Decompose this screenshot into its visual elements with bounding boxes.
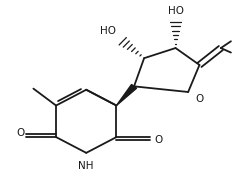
Text: O: O (16, 128, 24, 138)
Polygon shape (116, 85, 136, 106)
Text: O: O (195, 94, 203, 104)
Text: HO: HO (167, 7, 183, 16)
Text: O: O (153, 135, 162, 146)
Text: HO: HO (100, 26, 116, 36)
Text: NH: NH (78, 161, 94, 171)
